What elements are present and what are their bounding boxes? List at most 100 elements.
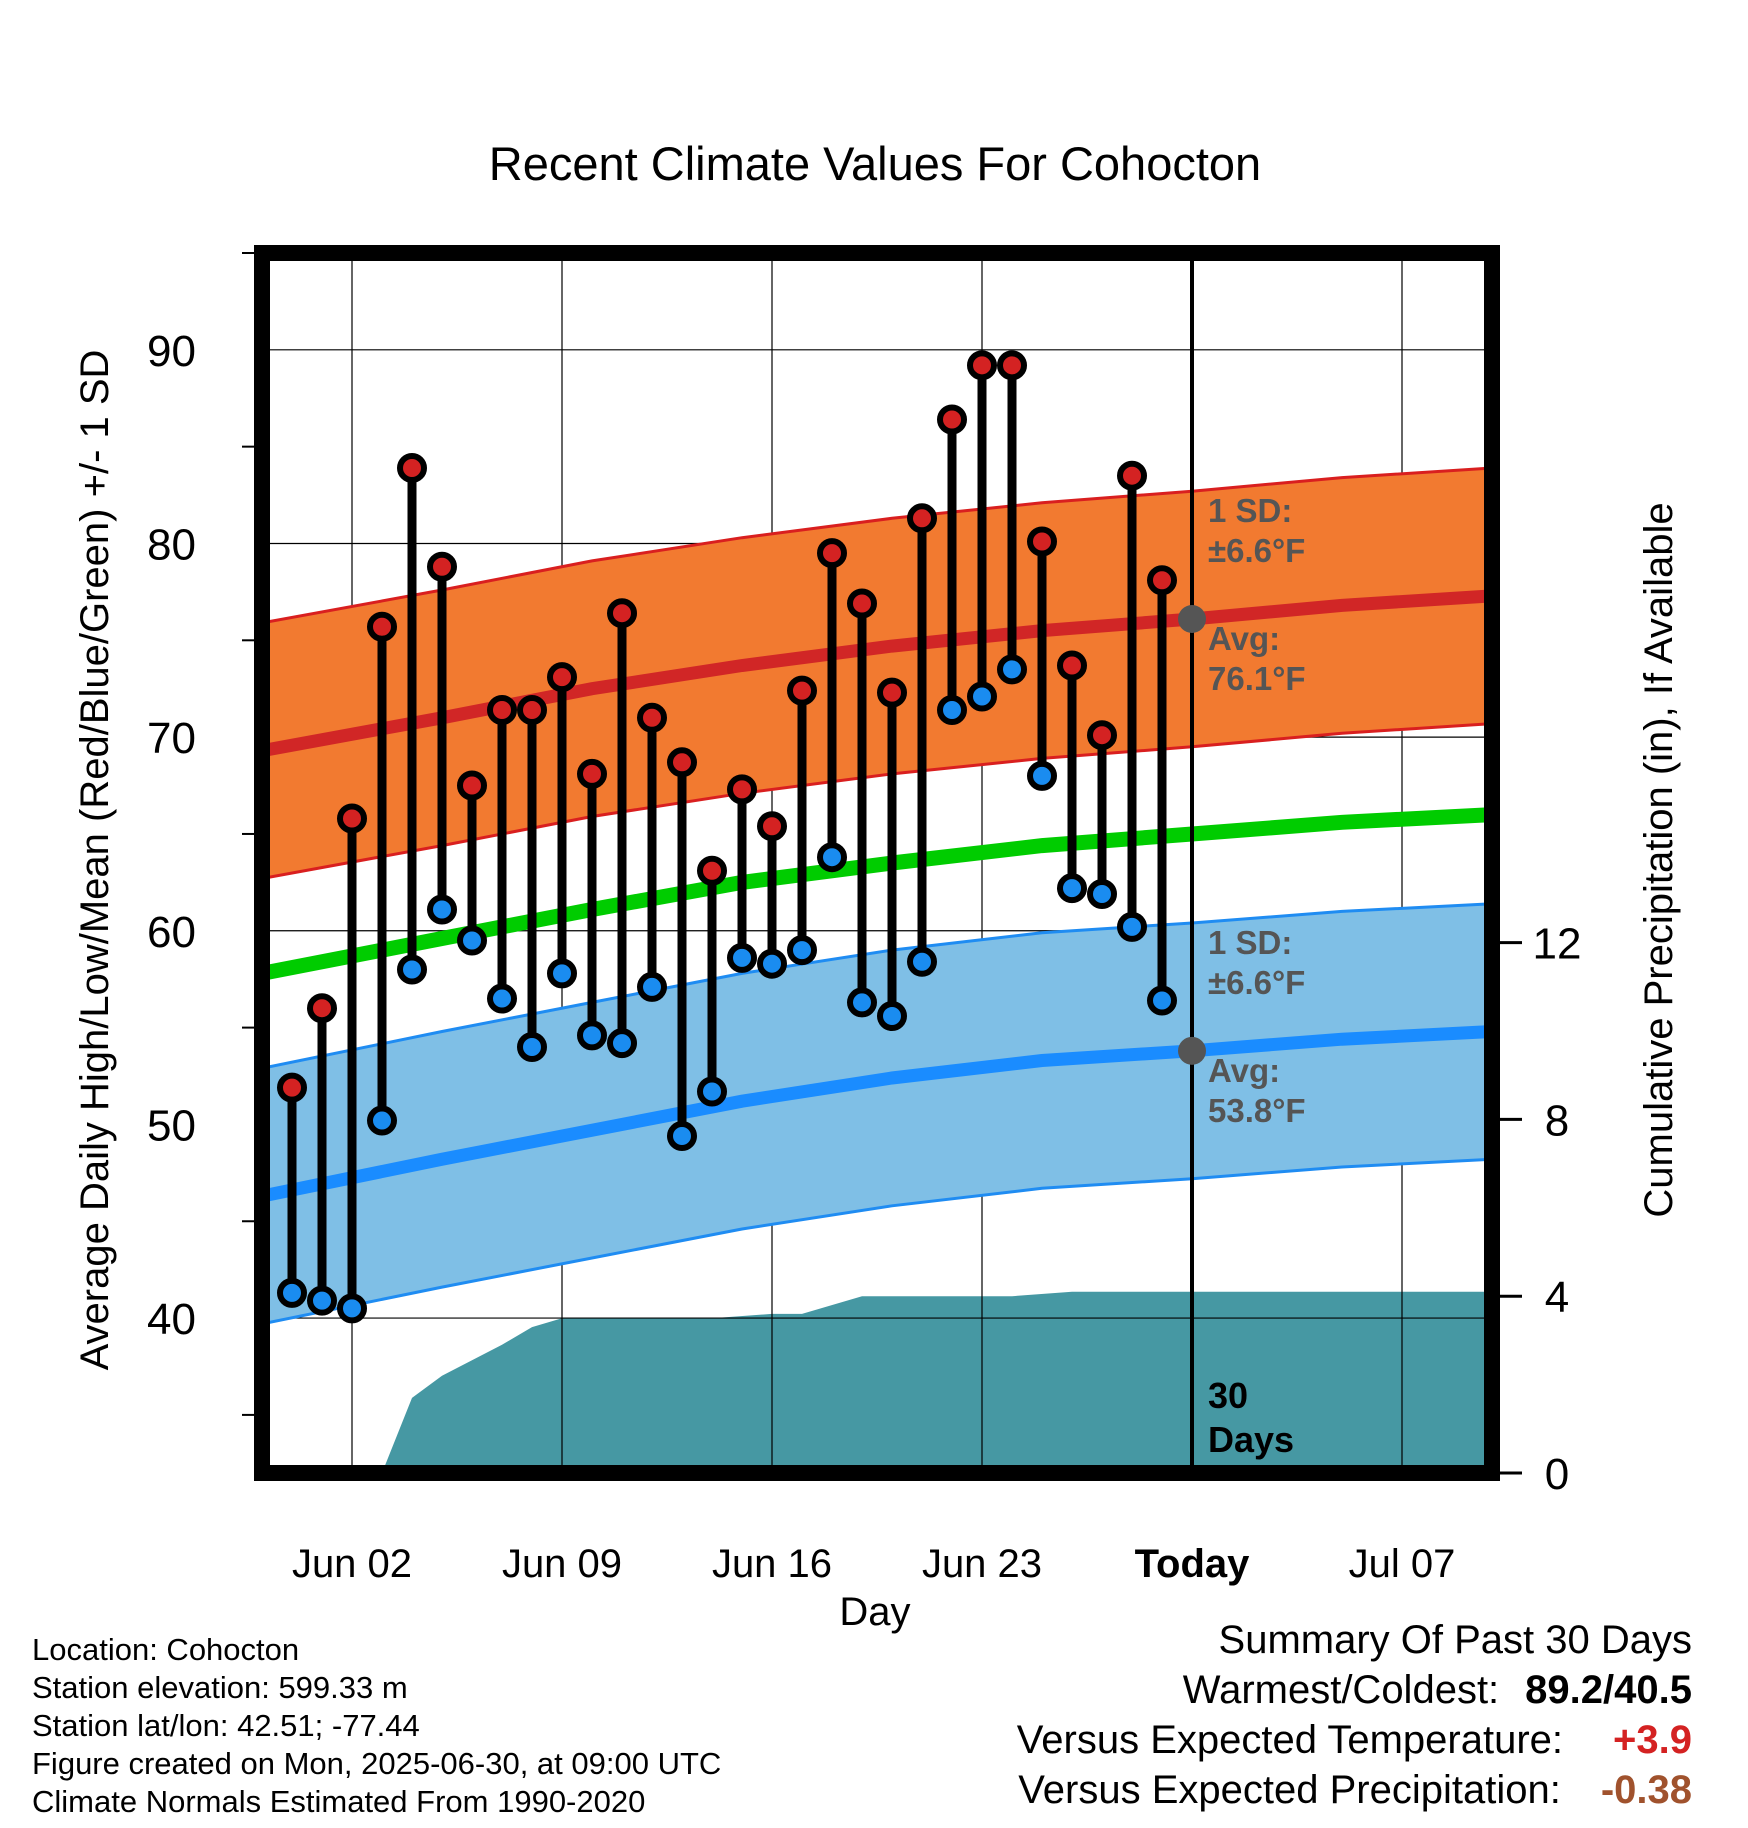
y-tick-label-40: 40 <box>147 1295 196 1344</box>
day-low-point-18 <box>787 935 817 966</box>
low-sd-label-line-1: 1 SD: <box>1208 924 1292 961</box>
day-low-point-16 <box>727 942 757 973</box>
x-tick-label-6: Jul 07 <box>1349 1542 1456 1586</box>
day-high-point-29 <box>1117 460 1147 491</box>
day-high-point-16 <box>727 774 757 805</box>
day-low-point-14 <box>667 1121 697 1152</box>
high-sd-label-line-2: ±6.6°F <box>1208 532 1305 569</box>
day-high-point-13 <box>637 702 667 733</box>
day-low-point-24 <box>967 681 997 712</box>
day-low-point-25 <box>997 654 1027 685</box>
low-mean-line <box>262 1025 1492 1203</box>
day-high-point-22 <box>907 503 937 534</box>
day-high-point-26 <box>1027 526 1057 557</box>
day-high-point-19 <box>817 538 847 569</box>
day-low-point-15 <box>697 1076 727 1107</box>
y2-tick-label-0: 0 <box>1545 1450 1569 1499</box>
low-avg-label-line-2: 53.8°F <box>1208 1092 1306 1129</box>
day-high-point-7 <box>457 770 487 801</box>
day-low-point-19 <box>817 842 847 873</box>
day-low-point-1 <box>277 1277 307 1308</box>
day-high-point-21 <box>877 677 907 708</box>
day-high-point-23 <box>937 404 967 435</box>
day-low-point-5 <box>397 954 427 985</box>
day-high-point-18 <box>787 675 817 706</box>
summary-precip-label: Versus Expected Precipitation: <box>1018 1768 1561 1812</box>
day-high-point-28 <box>1087 720 1117 751</box>
day-low-point-10 <box>547 958 577 989</box>
day-high-point-1 <box>277 1072 307 1103</box>
y-tick-label-50: 50 <box>147 1101 196 1150</box>
y-tick-label-60: 60 <box>147 908 196 957</box>
day-low-point-6 <box>427 894 457 925</box>
day-high-point-5 <box>397 452 427 483</box>
summary-temp-value: +3.9 <box>1613 1718 1692 1762</box>
low-sd-label-line-2: ±6.6°F <box>1208 964 1305 1001</box>
today-low-avg-marker <box>1178 1036 1206 1065</box>
day-high-point-11 <box>577 758 607 789</box>
day-low-point-4 <box>367 1105 397 1136</box>
x-axis-label: Day <box>839 1590 910 1634</box>
y-tick-label-80: 80 <box>147 520 196 569</box>
day-low-point-21 <box>877 1000 907 1031</box>
day-high-point-24 <box>967 350 997 381</box>
summary-precip: Versus Expected Precipitation: -0.38 <box>1018 1768 1692 1813</box>
day-low-point-29 <box>1117 911 1147 942</box>
chart-title: Recent Climate Values For Cohocton <box>489 137 1261 190</box>
day-high-point-17 <box>757 811 787 842</box>
y2-axis-label: Cumulative Precipitation (in), If Availa… <box>1637 502 1681 1217</box>
y2-tick-label-12: 12 <box>1533 920 1582 969</box>
summary-warmest-value: 89.2/40.5 <box>1525 1668 1692 1712</box>
day-high-point-8 <box>487 695 517 726</box>
summary-warmest-label: Warmest/Coldest: <box>1182 1668 1500 1712</box>
x-tick-label-5: Today <box>1135 1542 1251 1586</box>
x-tick-label-3: Jun 16 <box>712 1542 832 1586</box>
high-avg-label-line-2: 76.1°F <box>1208 660 1306 697</box>
day-low-point-2 <box>307 1285 337 1316</box>
info-latlon: Station lat/lon: 42.51; -77.44 <box>32 1708 420 1743</box>
plot-frame <box>254 245 1500 1481</box>
x-tick-label-2: Jun 09 <box>502 1542 622 1586</box>
today-high-avg-marker <box>1178 605 1206 633</box>
day-low-point-17 <box>757 948 787 979</box>
day-low-point-11 <box>577 1020 607 1051</box>
summary-warmest: Warmest/Coldest: 89.2/40.5 <box>1183 1668 1692 1713</box>
high-avg-label-line-1: Avg: <box>1208 620 1280 657</box>
today-days-label-line-2: Days <box>1208 1419 1294 1460</box>
day-high-point-30 <box>1147 565 1177 596</box>
day-high-point-12 <box>607 598 637 629</box>
day-low-point-28 <box>1087 878 1117 909</box>
high-band-upper-edge <box>262 466 1492 625</box>
summary-temp-label: Versus Expected Temperature: <box>1016 1718 1564 1762</box>
summary-title: Summary Of Past 30 Days <box>1218 1618 1692 1662</box>
day-high-point-4 <box>367 611 397 642</box>
summary-temp: Versus Expected Temperature: +3.9 <box>1017 1718 1692 1763</box>
summary-precip-value: -0.38 <box>1600 1768 1692 1812</box>
info-location: Location: Cohocton <box>32 1632 300 1667</box>
day-high-point-9 <box>517 695 547 726</box>
day-low-point-13 <box>637 971 667 1002</box>
day-low-point-20 <box>847 987 877 1018</box>
low-avg-label-line-1: Avg: <box>1208 1052 1280 1089</box>
info-normals: Climate Normals Estimated From 1990-2020 <box>32 1784 646 1819</box>
y-tick-label-90: 90 <box>147 327 196 376</box>
day-low-point-23 <box>937 695 967 726</box>
day-high-point-25 <box>997 350 1027 381</box>
day-low-point-26 <box>1027 760 1057 791</box>
day-high-point-10 <box>547 662 577 693</box>
y2-tick-label-8: 8 <box>1545 1096 1569 1145</box>
y-tick-label-70: 70 <box>147 714 196 763</box>
day-low-point-3 <box>337 1293 367 1324</box>
day-low-point-27 <box>1057 873 1087 904</box>
day-low-point-8 <box>487 983 517 1014</box>
low-band-lower-edge <box>262 1157 1492 1326</box>
day-high-point-3 <box>337 803 367 834</box>
day-high-point-6 <box>427 551 457 582</box>
day-high-point-27 <box>1057 650 1087 681</box>
precip-area <box>382 1291 1492 1473</box>
high-band <box>262 468 1492 879</box>
day-high-point-15 <box>697 855 727 886</box>
day-high-point-2 <box>307 993 337 1024</box>
day-low-point-22 <box>907 946 937 977</box>
